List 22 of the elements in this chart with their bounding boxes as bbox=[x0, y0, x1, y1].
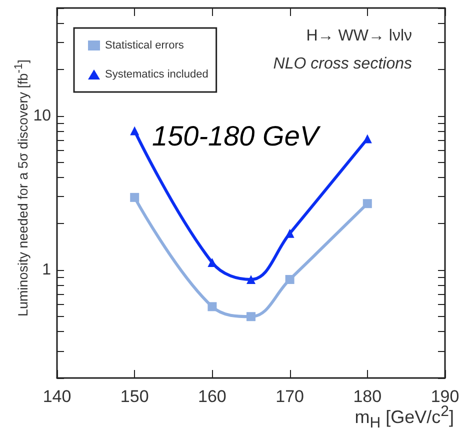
legend-label: Statistical errors bbox=[105, 40, 184, 52]
y-tick-label: 10 bbox=[33, 107, 52, 124]
point bbox=[285, 274, 294, 284]
point bbox=[246, 274, 256, 284]
x-tick-label: 140 bbox=[42, 387, 72, 406]
x-axis-title: m$_{H}$ [GeV/c$^{2}$] bbox=[354, 403, 454, 432]
x-tick-label: 170 bbox=[276, 387, 304, 406]
annotation: NLO cross sections bbox=[273, 56, 412, 72]
x-tick-label: 190 bbox=[430, 387, 460, 406]
point bbox=[285, 228, 294, 238]
x-tick-label: 150 bbox=[120, 387, 149, 406]
point bbox=[246, 312, 256, 322]
point bbox=[208, 302, 217, 312]
x-tick-label: 180 bbox=[353, 387, 382, 406]
annotation: 150-180 GeV bbox=[152, 120, 321, 152]
x-tick-label: 160 bbox=[198, 387, 226, 406]
point bbox=[362, 199, 372, 208]
point bbox=[130, 192, 140, 202]
y-tick-label: 1 bbox=[42, 262, 52, 279]
point bbox=[130, 126, 140, 136]
annotation: H→ WW→ lνlν bbox=[306, 28, 412, 44]
legend-label: Systematics included bbox=[105, 68, 208, 80]
